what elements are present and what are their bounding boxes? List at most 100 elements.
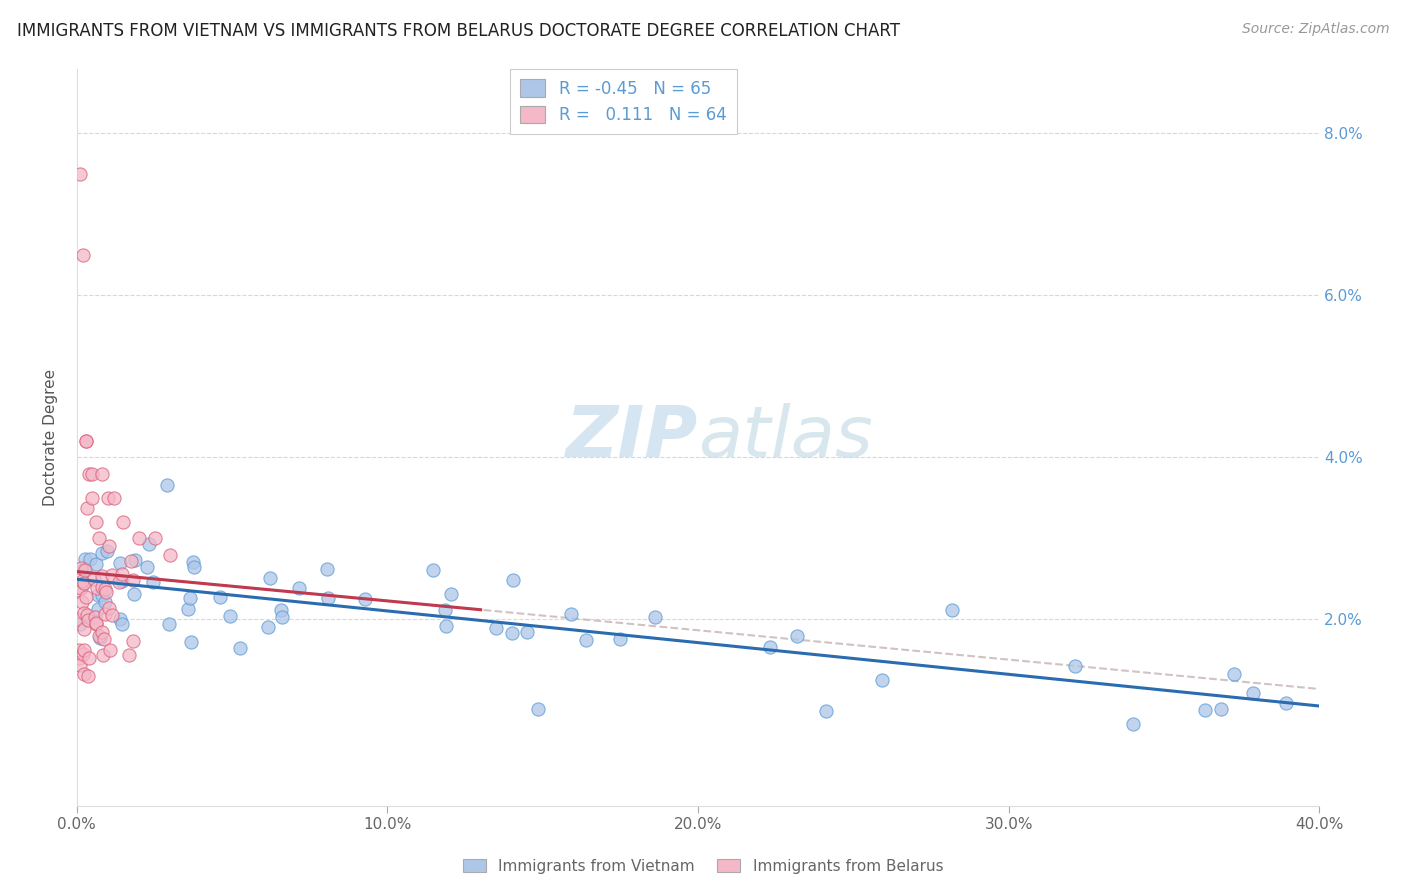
Point <box>180 635 202 649</box>
Point <box>815 704 838 718</box>
Point <box>75 434 97 449</box>
Point <box>69 560 91 574</box>
Point <box>70 595 93 609</box>
Point <box>181 555 204 569</box>
Point <box>83 609 105 624</box>
Point <box>759 640 782 654</box>
Point <box>271 609 294 624</box>
Point <box>111 566 134 581</box>
Point <box>122 587 145 601</box>
Point <box>84 616 107 631</box>
Point <box>141 574 163 589</box>
Text: atlas: atlas <box>697 402 873 472</box>
Point <box>257 620 280 634</box>
Point <box>94 607 117 621</box>
Point <box>315 562 337 576</box>
Point <box>91 648 114 663</box>
Point <box>79 552 101 566</box>
Point <box>67 642 90 657</box>
Point <box>76 669 98 683</box>
Point <box>100 567 122 582</box>
Point <box>128 531 150 545</box>
Point <box>1122 716 1144 731</box>
Point <box>87 588 110 602</box>
Point <box>66 612 89 626</box>
Point <box>111 574 134 588</box>
Point <box>1241 686 1264 700</box>
Point <box>229 641 252 656</box>
Point <box>70 574 93 588</box>
Point <box>183 559 205 574</box>
Point <box>75 434 97 449</box>
Point <box>108 612 131 626</box>
Text: ZIP: ZIP <box>565 402 697 472</box>
Point <box>516 624 538 639</box>
Point <box>90 624 112 639</box>
Point <box>82 467 104 481</box>
Point <box>136 559 159 574</box>
Point <box>120 553 142 567</box>
Point <box>72 647 94 661</box>
Point <box>69 616 91 631</box>
Point <box>143 531 166 545</box>
Point <box>89 631 111 645</box>
Point <box>434 603 457 617</box>
Point <box>484 621 506 635</box>
Point <box>77 650 100 665</box>
Point <box>870 673 893 688</box>
Point <box>434 619 457 633</box>
Point <box>288 581 311 595</box>
Point <box>786 629 808 643</box>
Point <box>502 573 524 587</box>
Point <box>93 595 115 609</box>
Point <box>209 591 232 605</box>
Point <box>1063 658 1085 673</box>
Point <box>82 491 104 505</box>
Point <box>86 581 108 595</box>
Point <box>84 515 107 529</box>
Point <box>155 477 177 491</box>
Text: Source: ZipAtlas.com: Source: ZipAtlas.com <box>1241 22 1389 37</box>
Legend: R = -0.45   N = 65, R =   0.111   N = 64: R = -0.45 N = 65, R = 0.111 N = 64 <box>510 70 737 134</box>
Point <box>122 573 145 587</box>
Point <box>97 491 120 505</box>
Point <box>83 572 105 586</box>
Point <box>1209 701 1232 715</box>
Point <box>259 571 281 585</box>
Point <box>118 648 141 663</box>
Point <box>94 585 117 599</box>
Point <box>98 601 121 615</box>
Point <box>90 467 112 481</box>
Point <box>422 563 444 577</box>
Point <box>103 491 125 505</box>
Point <box>93 582 115 596</box>
Point <box>270 603 292 617</box>
Point <box>122 633 145 648</box>
Point <box>69 581 91 595</box>
Point <box>318 591 340 606</box>
Point <box>73 563 96 577</box>
Point <box>108 574 131 589</box>
Point <box>98 643 121 657</box>
Point <box>644 610 666 624</box>
Point <box>526 702 548 716</box>
Point <box>609 632 631 646</box>
Point <box>111 617 134 632</box>
Point <box>575 632 598 647</box>
Point <box>98 539 121 553</box>
Point <box>73 561 96 575</box>
Point <box>76 501 98 516</box>
Point <box>1194 703 1216 717</box>
Point <box>501 625 523 640</box>
Point <box>941 603 963 617</box>
Point <box>76 590 98 604</box>
Point <box>157 616 180 631</box>
Point <box>75 551 97 566</box>
Point <box>179 591 201 605</box>
Point <box>87 601 110 615</box>
Point <box>73 576 96 591</box>
Point <box>124 553 146 567</box>
Legend: Immigrants from Vietnam, Immigrants from Belarus: Immigrants from Vietnam, Immigrants from… <box>457 853 949 880</box>
Point <box>90 580 112 594</box>
Point <box>96 544 118 558</box>
